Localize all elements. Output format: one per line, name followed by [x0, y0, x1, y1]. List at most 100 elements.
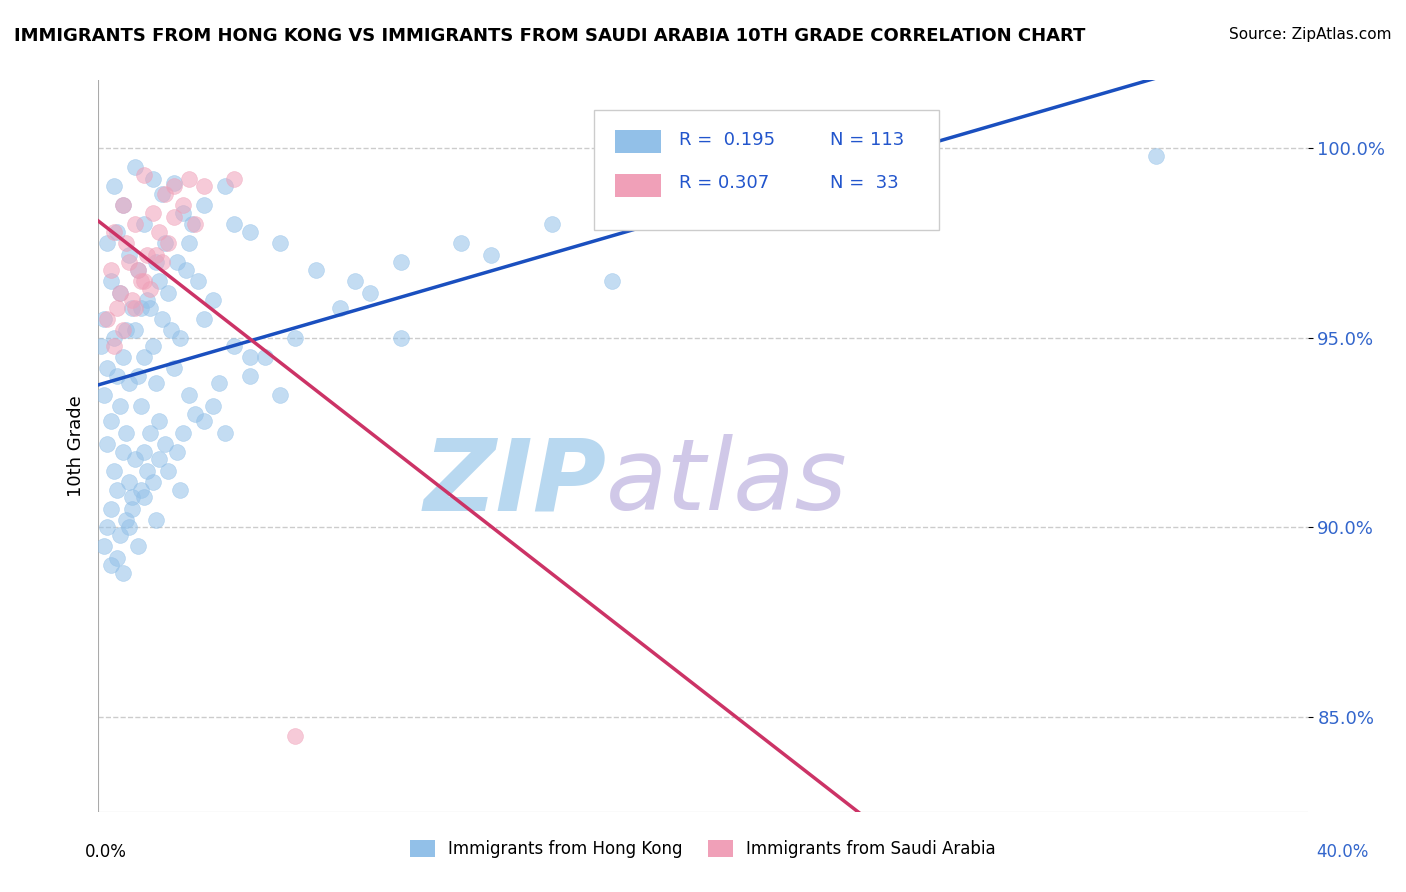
Point [96, 236, 118, 251]
Point [148, 274, 170, 288]
Text: 0.0%: 0.0% [84, 843, 127, 861]
Point [132, 444, 155, 458]
Point [148, 414, 170, 428]
Point [103, 338, 125, 352]
Point [253, 350, 276, 364]
Point [153, 437, 176, 451]
FancyBboxPatch shape [614, 130, 661, 153]
Point [142, 171, 165, 186]
Point [121, 301, 143, 315]
Point [145, 376, 167, 391]
Point [103, 225, 125, 239]
Point [145, 255, 167, 269]
Point [153, 236, 176, 251]
Text: Source: ZipAtlas.com: Source: ZipAtlas.com [1229, 27, 1392, 42]
Point [118, 376, 141, 391]
Text: N =  33: N = 33 [830, 175, 898, 193]
Point [124, 161, 146, 175]
Point [105, 483, 128, 497]
Point [329, 301, 352, 315]
Point [142, 475, 165, 489]
Text: ZIP: ZIP [423, 434, 606, 531]
Point [93, 540, 115, 554]
Point [148, 452, 170, 467]
Point [156, 236, 179, 251]
Point [127, 368, 149, 383]
Point [135, 464, 157, 478]
Point [224, 217, 246, 231]
Point [481, 247, 503, 261]
Point [181, 217, 204, 231]
Point [132, 350, 155, 364]
Point [118, 255, 141, 269]
Point [179, 171, 201, 186]
Point [163, 210, 186, 224]
Point [269, 388, 291, 402]
Point [108, 399, 131, 413]
Point [224, 338, 246, 352]
Point [284, 331, 307, 345]
Point [108, 528, 131, 542]
Point [129, 399, 152, 413]
Point [193, 179, 215, 194]
Point [129, 483, 152, 497]
Point [114, 425, 136, 440]
Point [111, 198, 134, 212]
Point [156, 464, 179, 478]
Point [163, 179, 186, 194]
Y-axis label: 10th Grade: 10th Grade [66, 395, 84, 497]
Point [127, 540, 149, 554]
Point [145, 247, 167, 261]
Point [121, 501, 143, 516]
Point [150, 255, 173, 269]
Point [214, 425, 236, 440]
Point [139, 282, 162, 296]
Point [111, 350, 134, 364]
Point [96, 361, 118, 376]
Point [163, 361, 186, 376]
Point [105, 550, 128, 565]
Point [239, 368, 262, 383]
Point [118, 475, 141, 489]
Point [160, 323, 183, 337]
Point [150, 186, 173, 201]
Point [103, 179, 125, 194]
Point [100, 414, 122, 428]
Point [124, 301, 146, 315]
Point [114, 236, 136, 251]
Point [166, 444, 188, 458]
Point [269, 236, 291, 251]
Point [239, 350, 262, 364]
Point [96, 520, 118, 534]
Point [166, 255, 188, 269]
Point [108, 285, 131, 300]
Point [114, 513, 136, 527]
Point [172, 425, 194, 440]
Point [100, 274, 122, 288]
Point [127, 262, 149, 277]
Point [179, 388, 201, 402]
Point [111, 444, 134, 458]
Point [904, 198, 927, 212]
Point [118, 520, 141, 534]
Point [1146, 149, 1168, 163]
Point [208, 376, 231, 391]
Point [540, 217, 562, 231]
Point [450, 236, 472, 251]
Point [224, 171, 246, 186]
Point [156, 285, 179, 300]
Point [305, 262, 328, 277]
Point [139, 425, 162, 440]
Point [132, 274, 155, 288]
Point [96, 437, 118, 451]
Point [602, 274, 624, 288]
Point [202, 399, 225, 413]
Point [132, 217, 155, 231]
Point [100, 558, 122, 573]
Point [132, 168, 155, 182]
Point [174, 262, 197, 277]
Point [93, 388, 115, 402]
Point [111, 566, 134, 580]
Point [202, 293, 225, 307]
Legend: Immigrants from Hong Kong, Immigrants from Saudi Arabia: Immigrants from Hong Kong, Immigrants fr… [411, 840, 995, 858]
